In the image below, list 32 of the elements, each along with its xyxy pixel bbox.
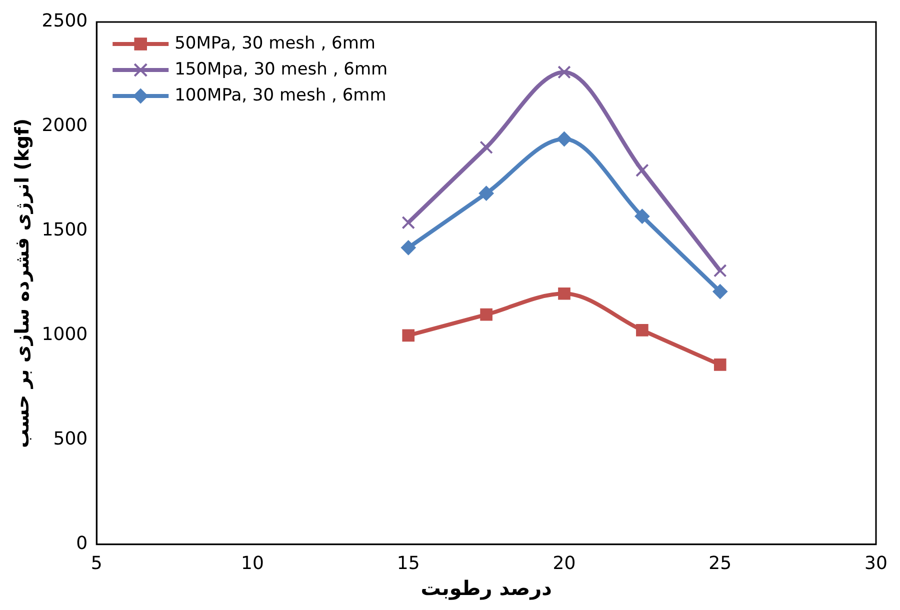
x-axis-title: درصد رطوبت [420, 576, 552, 600]
x-tick-label: 15 [396, 552, 420, 574]
y-tick-label: 1000 [42, 324, 88, 346]
y-tick-label: 500 [53, 428, 88, 450]
y-axis-title: انرژی فشرده سازی بر حسب (kgf) [11, 118, 34, 448]
point [714, 358, 726, 371]
x-tick-label: 20 [552, 552, 576, 574]
x-tick-label: 5 [90, 552, 102, 574]
point [478, 186, 494, 201]
legend-label: 150Mpa, 30 mesh , 6mm [174, 59, 388, 80]
point [636, 324, 648, 336]
point [634, 208, 650, 224]
x-tick-label: 10 [241, 552, 264, 574]
y-tick-label: 1500 [42, 220, 88, 241]
x-tick-label: 25 [708, 552, 732, 574]
point [713, 264, 727, 278]
legend-label: 50MPa, 30 mesh , 6mm [174, 33, 376, 54]
point [480, 140, 493, 154]
point [558, 65, 571, 79]
point [402, 329, 415, 342]
point [712, 284, 728, 300]
y-tick-label: 0 [76, 533, 88, 554]
legend-label: 100MPa, 30 mesh , 6mm [174, 85, 386, 106]
x-tick-label: 30 [864, 552, 888, 574]
point [402, 216, 416, 230]
point [556, 132, 572, 147]
y-tick-label: 2000 [42, 115, 88, 136]
point [558, 287, 570, 300]
point [636, 164, 649, 178]
point [480, 308, 492, 321]
y-tick-label: 2500 [42, 10, 88, 32]
point [400, 240, 416, 256]
